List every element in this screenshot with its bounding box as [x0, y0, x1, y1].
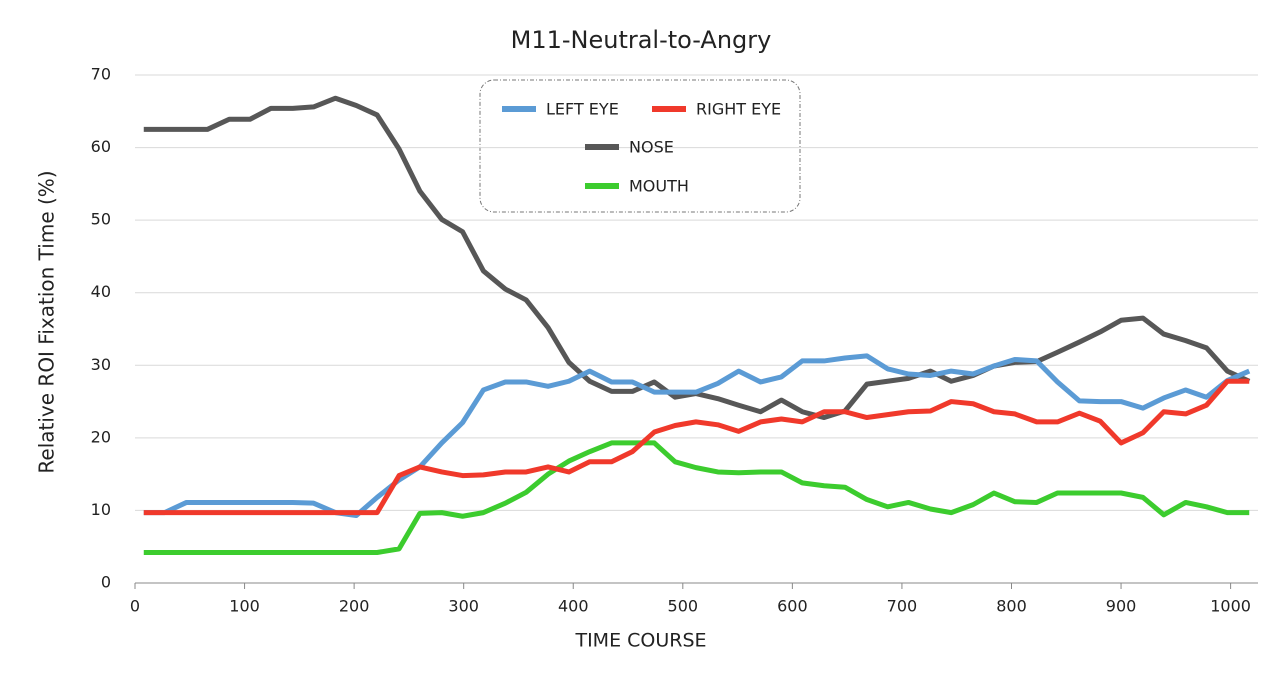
y-tick-label: 30	[91, 355, 111, 374]
x-tick-label: 800	[996, 597, 1027, 616]
y-tick-label: 40	[91, 282, 111, 301]
legend-label: LEFT EYE	[546, 100, 619, 119]
y-tick-label: 10	[91, 500, 111, 519]
y-tick-label: 50	[91, 210, 111, 229]
x-tick-label: 300	[448, 597, 479, 616]
x-tick-label: 400	[558, 597, 589, 616]
x-tick-label: 500	[668, 597, 699, 616]
chart-title: M11-Neutral-to-Angry	[511, 26, 772, 54]
x-tick-label: 100	[229, 597, 260, 616]
x-tick-label: 1000	[1210, 597, 1251, 616]
legend-label: MOUTH	[629, 177, 689, 196]
legend-box	[479, 79, 801, 213]
y-tick-label: 70	[91, 65, 111, 84]
x-tick-label: 600	[777, 597, 808, 616]
legend-label: NOSE	[629, 138, 674, 157]
y-tick-label: 0	[101, 573, 111, 592]
line-series	[143, 378, 1250, 516]
x-tick-label: 700	[887, 597, 918, 616]
x-axis-label: TIME COURSE	[574, 630, 706, 652]
line-series	[143, 440, 1250, 556]
y-tick-label: 20	[91, 427, 111, 446]
y-tick-label: 60	[91, 137, 111, 156]
x-tick-label: 200	[339, 597, 370, 616]
legend-label: RIGHT EYE	[696, 100, 781, 119]
line-series	[143, 353, 1251, 519]
y-axis-label: Relative ROI Fixation Time (%)	[35, 170, 59, 473]
x-tick-label: 0	[130, 597, 140, 616]
x-tick-label: 900	[1106, 597, 1137, 616]
